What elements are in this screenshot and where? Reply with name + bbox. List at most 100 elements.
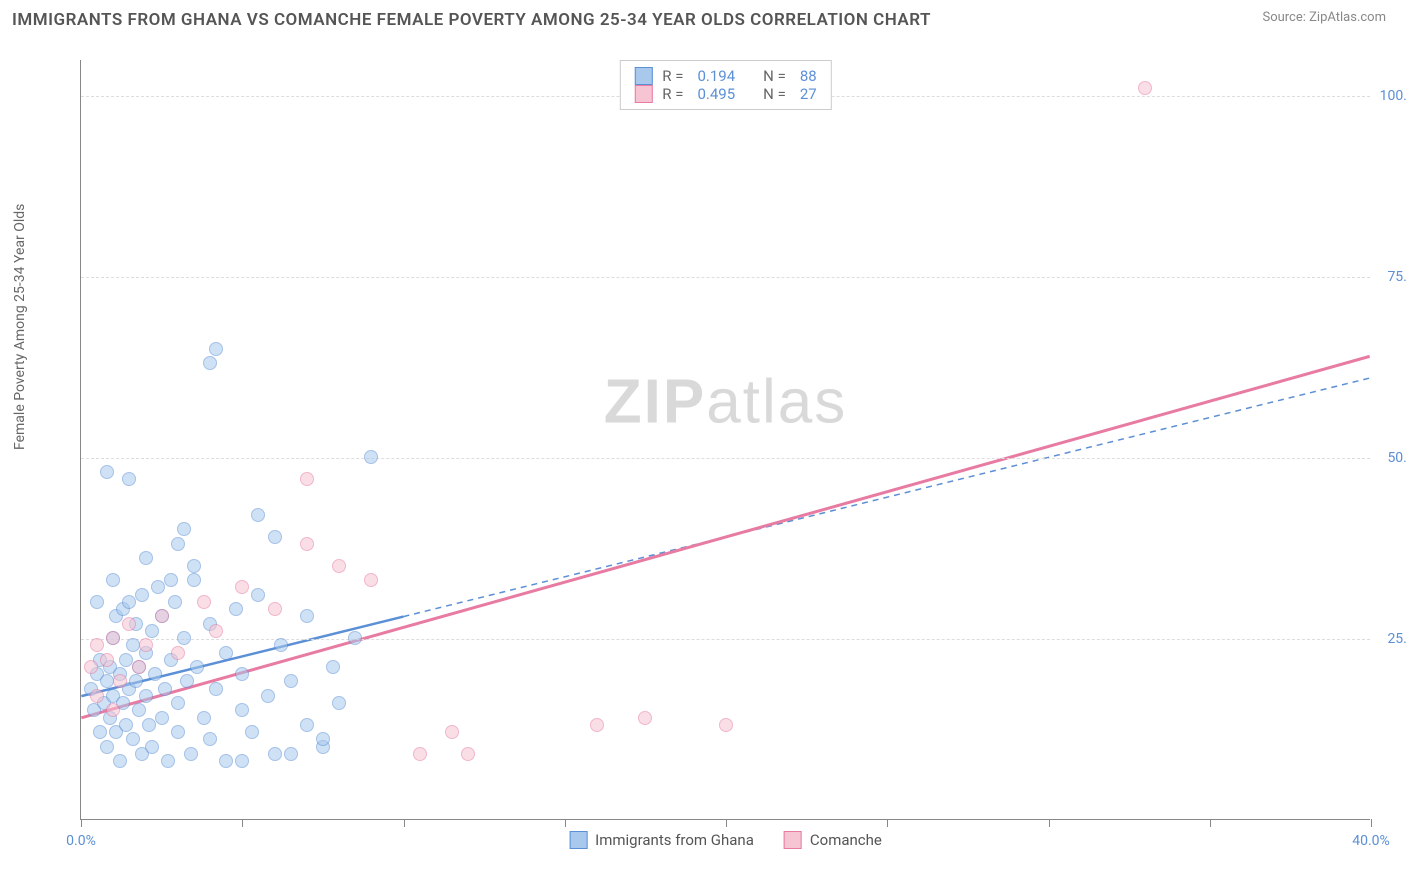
data-point [284,747,298,761]
data-point [177,631,191,645]
data-point [100,465,114,479]
data-point [197,595,211,609]
data-point [119,718,133,732]
data-point [229,602,243,616]
data-point [158,682,172,696]
data-point [184,747,198,761]
data-point [203,356,217,370]
data-point [251,508,265,522]
data-point [100,674,114,688]
data-point [93,725,107,739]
y-tick-label: 25.0% [1387,631,1406,647]
data-point [106,573,120,587]
x-tick [887,819,888,827]
data-point [235,754,249,768]
x-tick [242,819,243,827]
data-point [300,537,314,551]
y-axis-label: Female Poverty Among 25-34 Year Olds [12,204,28,450]
data-point [348,631,362,645]
data-point [106,703,120,717]
legend-item: Immigrants from Ghana [569,831,754,849]
data-point [638,711,652,725]
data-point [268,530,282,544]
data-point [164,573,178,587]
x-tick [726,819,727,827]
data-point [364,450,378,464]
data-point [190,660,204,674]
data-point [364,573,378,587]
watermark: ZIPatlas [604,366,847,437]
data-point [135,588,149,602]
x-tick-label: 0.0% [66,833,96,849]
data-point [151,580,165,594]
data-point [180,674,194,688]
data-point [139,689,153,703]
data-point [413,747,427,761]
x-tick-label: 40.0% [1352,833,1390,849]
data-point [171,537,185,551]
data-point [119,653,133,667]
data-point [126,638,140,652]
data-point [209,624,223,638]
plot-area: ZIPatlas R = 0.194N = 88R = 0.495N = 27 … [80,60,1370,820]
data-point [122,595,136,609]
data-point [145,624,159,638]
data-point [245,725,259,739]
legend-row: R = 0.194N = 88 [634,67,816,85]
gridline [81,277,1370,278]
series-legend: Immigrants from Ghana Comanche [569,831,882,849]
data-point [251,588,265,602]
x-tick [81,819,82,827]
y-tick-label: 50.0% [1387,450,1406,466]
chart-title: IMMIGRANTS FROM GHANA VS COMANCHE FEMALE… [12,10,931,30]
data-point [316,732,330,746]
data-point [106,631,120,645]
y-tick-label: 75.0% [1387,269,1406,285]
data-point [445,725,459,739]
gridline [81,639,1370,640]
data-point [268,602,282,616]
x-tick [404,819,405,827]
data-point [126,732,140,746]
data-point [100,740,114,754]
data-point [155,711,169,725]
data-point [719,718,733,732]
data-point [235,580,249,594]
data-point [90,638,104,652]
data-point [590,718,604,732]
data-point [139,638,153,652]
x-tick [1210,819,1211,827]
data-point [209,682,223,696]
data-point [300,472,314,486]
data-point [84,660,98,674]
data-point [284,674,298,688]
x-tick [565,819,566,827]
data-point [100,653,114,667]
data-point [203,732,217,746]
data-point [332,696,346,710]
data-point [187,573,201,587]
data-point [197,711,211,725]
data-point [219,754,233,768]
legend-item: Comanche [784,831,882,849]
trend-lines [81,60,1370,819]
data-point [461,747,475,761]
source-label: Source: ZipAtlas.com [1262,10,1386,25]
data-point [268,747,282,761]
data-point [155,609,169,623]
data-point [332,559,346,573]
data-point [300,609,314,623]
data-point [209,342,223,356]
data-point [90,689,104,703]
chart-container: Female Poverty Among 25-34 Year Olds ZIP… [30,50,1390,870]
data-point [142,718,156,732]
data-point [113,754,127,768]
data-point [148,667,162,681]
data-point [171,696,185,710]
data-point [139,551,153,565]
data-point [235,703,249,717]
data-point [113,674,127,688]
data-point [187,559,201,573]
data-point [132,660,146,674]
data-point [235,667,249,681]
